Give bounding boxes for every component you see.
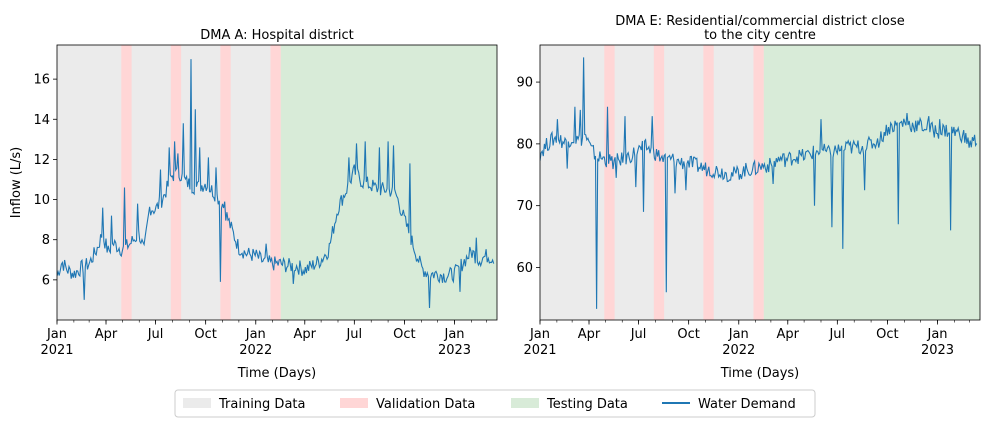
chart-title-line: DMA E: Residential/commercial district c… — [615, 14, 904, 29]
x-tick-label: Oct — [677, 327, 699, 342]
axes-frame — [56, 44, 498, 321]
x-tick-label: Jul — [828, 327, 845, 342]
region-validation-data — [220, 45, 231, 320]
x-tick-year-label: 2022 — [239, 343, 272, 358]
region-validation-data — [653, 45, 665, 320]
x-tick-label: Jan — [46, 327, 67, 342]
legend-label: Testing Data — [546, 397, 628, 412]
y-tick-label: 70 — [516, 199, 533, 214]
x-tick-label: Jul — [147, 327, 164, 342]
y-tick-label: 6 — [42, 273, 50, 288]
y-tick-label: 16 — [33, 73, 50, 88]
x-tick-year-label: 2021 — [40, 343, 73, 358]
data-split-regions — [57, 45, 497, 320]
region-validation-data — [703, 45, 714, 320]
water-demand-line — [540, 57, 978, 309]
y-tick-label: 80 — [516, 137, 533, 152]
x-tick-label: Apr — [294, 327, 317, 342]
region-validation-data — [270, 45, 281, 320]
x-tick-label: Jul — [630, 327, 647, 342]
x-tick-label: Jan — [245, 327, 266, 342]
legend-frame — [174, 389, 816, 418]
x-tick-label: Oct — [393, 327, 415, 342]
data-split-regions — [540, 45, 980, 320]
x-tick-year-label: 2021 — [523, 343, 556, 358]
x-tick-label: Jan — [529, 327, 550, 342]
y-tick-label: 60 — [516, 261, 533, 276]
y-tick-label: 14 — [33, 113, 50, 128]
region-validation-data — [604, 45, 615, 320]
x-tick-label: Jul — [345, 327, 362, 342]
legend: Training Data Validation Data Testing Data… — [174, 389, 816, 418]
y-tick-label: 90 — [516, 76, 533, 91]
legend-label: Water Demand — [698, 397, 796, 412]
chart-title: DMA A: Hospital district — [200, 28, 354, 43]
legend-swatch — [183, 398, 211, 408]
chart-title-line: DMA A: Hospital district — [200, 28, 354, 43]
x-tick-label: Oct — [876, 327, 898, 342]
y-tick-label: 12 — [33, 153, 50, 168]
x-axis-label: Time (Days) — [720, 366, 800, 381]
chart-title: DMA E: Residential/commercial district c… — [615, 14, 904, 43]
x-axis-label: Time (Days) — [237, 366, 317, 381]
x-tick-label: Apr — [95, 327, 118, 342]
x-tick-label: Jan — [728, 327, 749, 342]
x-tick-label: Jan — [927, 327, 948, 342]
region-testing-data — [763, 45, 980, 320]
region-validation-data — [753, 45, 764, 320]
x-tick-year-label: 2023 — [921, 343, 954, 358]
x-tick-year-label: 2023 — [438, 343, 471, 358]
chart-title-line: to the city centre — [704, 28, 816, 43]
legend-label: Validation Data — [376, 397, 475, 412]
axes-frame — [539, 44, 981, 321]
legend-swatch — [511, 398, 539, 408]
x-tick-label: Oct — [194, 327, 216, 342]
x-tick-label: Apr — [578, 327, 601, 342]
water-demand-line — [57, 59, 495, 309]
x-tick-label: Jan — [444, 327, 465, 342]
x-tick-label: Apr — [777, 327, 800, 342]
y-tick-label: 8 — [42, 233, 50, 248]
y-axis-label: Inflow (L/s) — [9, 147, 24, 219]
y-tick-label: 10 — [33, 193, 50, 208]
region-validation-data — [170, 45, 182, 320]
region-validation-data — [121, 45, 132, 320]
x-tick-year-label: 2022 — [722, 343, 755, 358]
legend-swatch — [340, 398, 368, 408]
legend-label: Training Data — [218, 397, 305, 412]
